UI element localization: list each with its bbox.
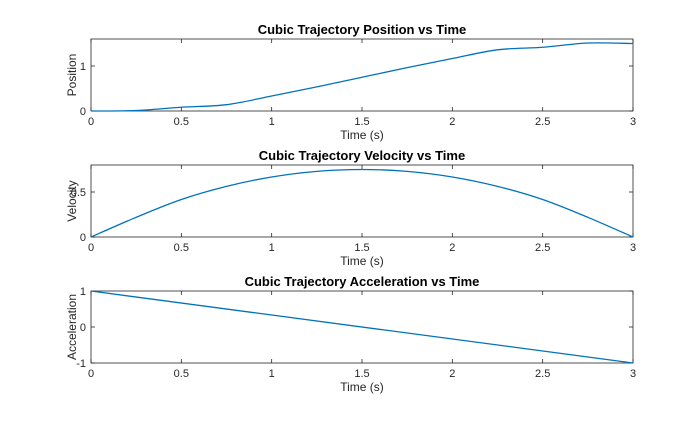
chart-1-ylabel: Position — [65, 54, 79, 97]
chart-3-xtick-label: 0.5 — [174, 368, 189, 380]
chart-1-xlabel: Time (s) — [340, 128, 384, 142]
chart-2-xtick-label: 3 — [630, 242, 636, 254]
chart-2-xlabel: Time (s) — [340, 254, 384, 268]
chart-1-xtick-label: 1 — [269, 116, 275, 128]
chart-1-xtick-label: 1.5 — [354, 116, 369, 128]
chart-1-series-line-1 — [90, 42, 634, 112]
chart-3-xtick-label: 1.5 — [354, 368, 369, 380]
chart-1-xtick-label: 0 — [88, 116, 94, 128]
chart-2-xtick-label: 2.5 — [535, 242, 550, 254]
chart-3-xtick-label: 0 — [88, 368, 94, 380]
chart-3-xtick-label: 1 — [269, 368, 275, 380]
chart-2-xtick-label: 1.5 — [354, 242, 369, 254]
chart-1-xtick-label: 3 — [630, 116, 636, 128]
chart-3-xlabel: Time (s) — [340, 380, 384, 394]
chart-1-axes-box — [90, 38, 634, 112]
chart-2-series-line-1 — [90, 168, 634, 238]
chart-1-xtick-label: 0.5 — [174, 116, 189, 128]
chart-1-xtick-label: 2 — [449, 116, 455, 128]
chart-2-xtick-label: 0 — [88, 242, 94, 254]
chart-2-axes-box — [90, 164, 634, 238]
chart-2-ytick-label: 0 — [80, 232, 86, 244]
chart-3-xtick-label: 2.5 — [535, 368, 550, 380]
chart-3-ytick-label: 1 — [80, 286, 86, 298]
chart-3-ytick-label: -1 — [76, 358, 86, 370]
chart-1-ytick-label: 1 — [80, 61, 86, 73]
chart-3-series-line-1 — [90, 290, 634, 364]
chart-3-ytick-label: 0 — [80, 322, 86, 334]
chart-2-ytick-label: 0.5 — [71, 187, 86, 199]
chart-2-xtick-label: 0.5 — [174, 242, 189, 254]
chart-2-title: Cubic Trajectory Velocity vs Time — [259, 148, 465, 163]
chart-2-xtick-label: 2 — [449, 242, 455, 254]
chart-2-ylabel: Velocity — [65, 180, 79, 221]
chart-1-ytick-label: 0 — [80, 106, 86, 118]
chart-3-xtick-label: 3 — [630, 368, 636, 380]
chart-3-xtick-label: 2 — [449, 368, 455, 380]
chart-2-xtick-label: 1 — [269, 242, 275, 254]
chart-3-ylabel: Acceleration — [65, 294, 79, 360]
chart-3-title: Cubic Trajectory Acceleration vs Time — [245, 274, 480, 289]
chart-1-title: Cubic Trajectory Position vs Time — [258, 22, 467, 37]
chart-1-xtick-label: 2.5 — [535, 116, 550, 128]
